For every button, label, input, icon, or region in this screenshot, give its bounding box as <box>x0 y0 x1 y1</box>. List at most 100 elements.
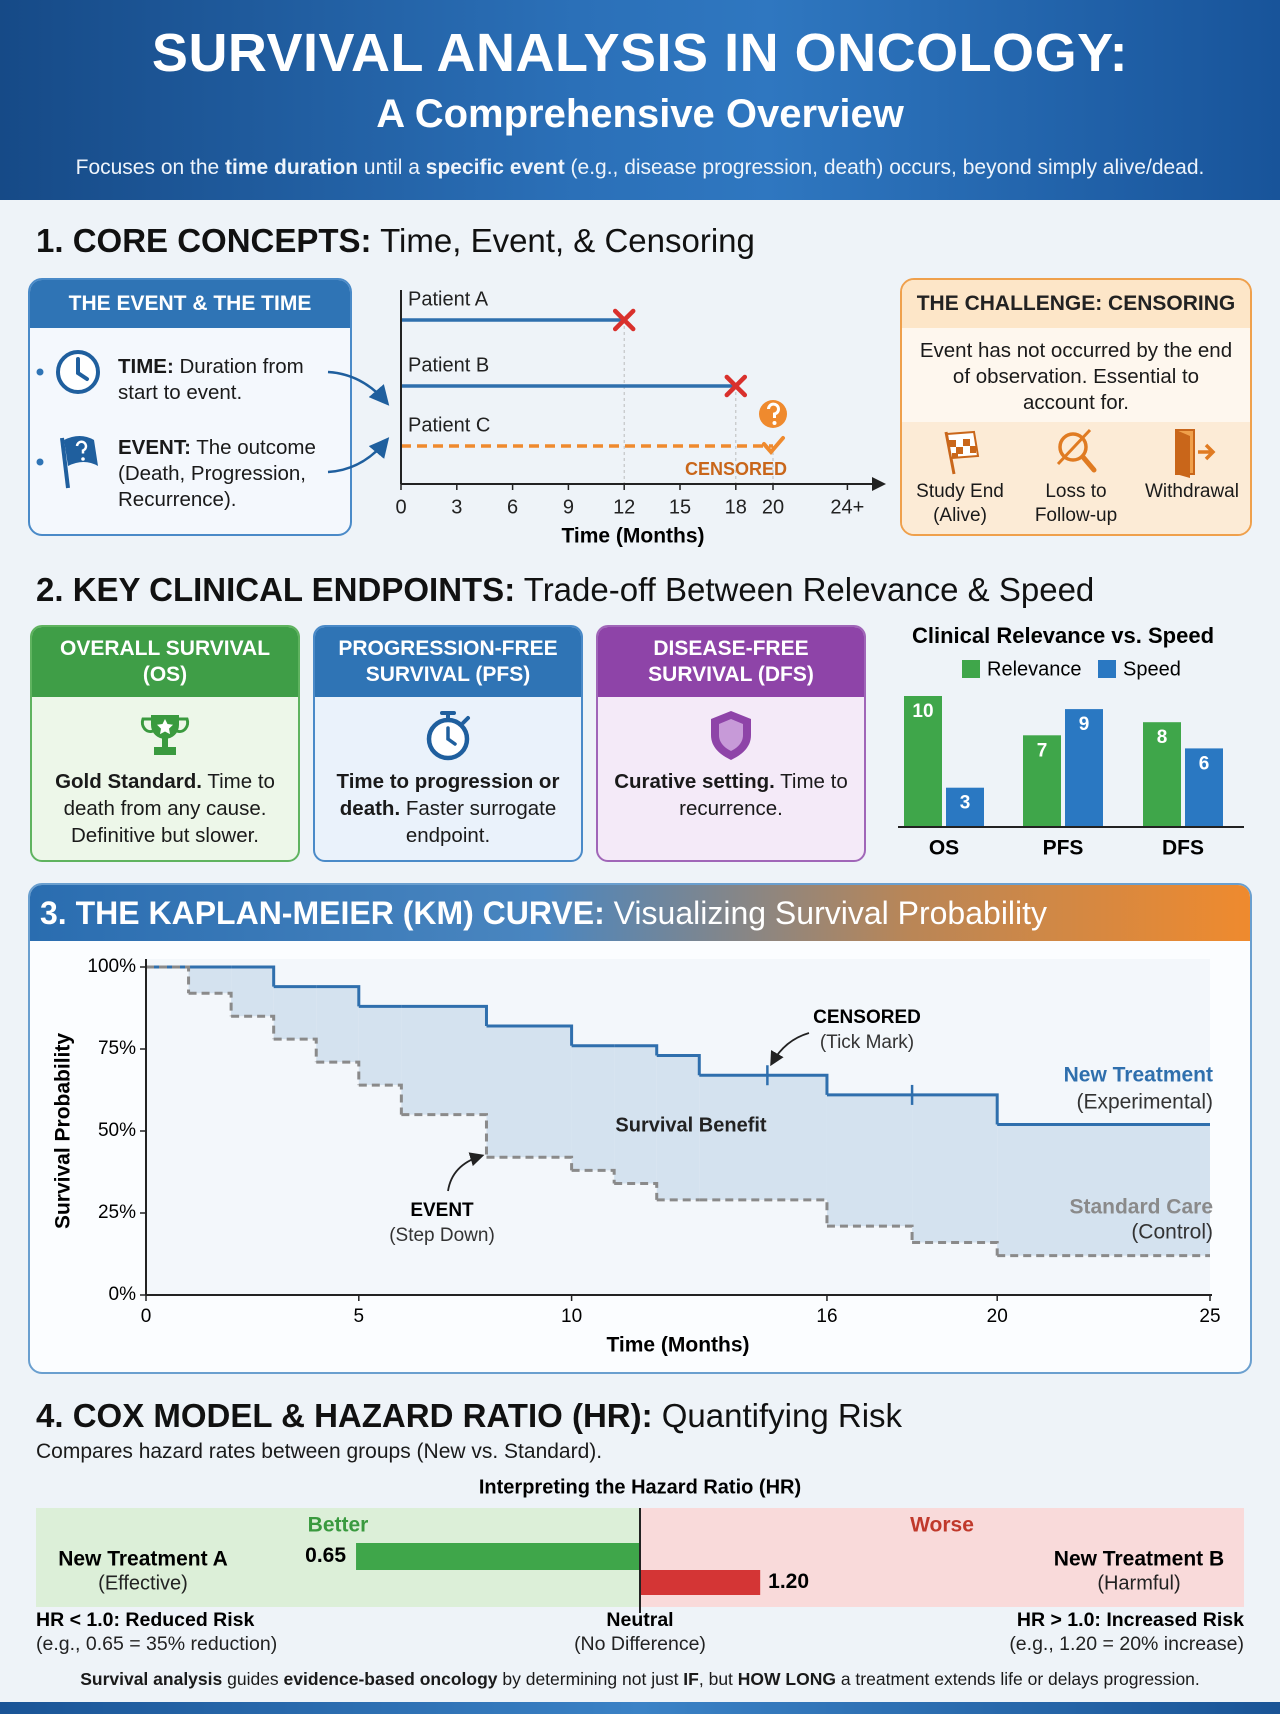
benefit-area <box>401 1006 487 1115</box>
text: Time to recurrence. <box>679 770 848 820</box>
benefit-area <box>358 1006 402 1086</box>
bar-value-label: 3 <box>960 793 971 814</box>
trophy-icon <box>140 715 190 755</box>
note-title: HR > 1.0: Increased Risk <box>1017 1609 1244 1631</box>
bar <box>946 787 984 827</box>
text: a treatment extends life or delays progr… <box>835 1669 1200 1689</box>
box-text: Event has not occurred by the end of obs… <box>919 339 1233 414</box>
km-step <box>401 1113 488 1158</box>
highlight: Time to progression or death. <box>336 770 560 820</box>
hazard-ratio-chart: Interpreting the Hazard Ratio (HR) Better… <box>36 1476 1244 1655</box>
question-dot <box>772 421 777 425</box>
bar-value-label: 9 <box>1079 714 1090 735</box>
section-heading: 4. COX MODEL & HAZARD RATIO (HR): Quanti… <box>36 1397 902 1435</box>
bullet <box>36 458 44 466</box>
legend-swatch <box>962 660 980 678</box>
text: by determining not just <box>497 1669 684 1689</box>
item: EVENT: The outcome (Death, Progression, … <box>118 435 343 513</box>
annotation-title: CENSORED <box>813 1007 921 1028</box>
bar <box>1143 722 1181 827</box>
section-heading: 1. CORE CONCEPTS: Time, Event, & Censori… <box>36 222 755 260</box>
text: time duration <box>225 156 359 179</box>
series-name: New Treatment A <box>58 1548 228 1571</box>
benefit-area <box>699 1075 827 1200</box>
x-tick-label: 9 <box>563 496 574 518</box>
patient-label: Patient B <box>408 354 489 376</box>
hr-value-label: 0.65 <box>305 1544 346 1567</box>
card-title: OVERALL SURVIVAL (OS) <box>32 627 298 697</box>
section-heading: 2. KEY CLINICAL ENDPOINTS: Trade-off Bet… <box>36 571 1094 609</box>
note-text: (No Difference) <box>574 1633 706 1655</box>
y-tick-label: 100% <box>87 956 136 977</box>
reason: Withdrawal <box>1145 481 1239 502</box>
x-tick-label: 15 <box>669 496 691 518</box>
box-title: THE EVENT & THE TIME <box>30 280 350 328</box>
flag <box>64 436 98 466</box>
bar <box>904 696 942 827</box>
km-step <box>486 1024 574 1046</box>
legend-swatch <box>1098 660 1116 678</box>
question-mark <box>75 440 88 454</box>
hr-value-label: 1.20 <box>768 1570 809 1593</box>
text: 1. CORE CONCEPTS: <box>36 222 372 259</box>
highlight: Curative setting. <box>614 770 775 793</box>
km-step <box>231 965 276 987</box>
card-text: Time to progression or death. Faster sur… <box>323 768 573 849</box>
text: Faster surrogate endpoint. <box>400 797 557 847</box>
y-tick-label: 75% <box>98 1038 136 1059</box>
x-tick-label: 18 <box>725 496 747 518</box>
withdrawal-icon <box>1175 429 1216 478</box>
bar <box>1023 735 1061 827</box>
text: 4. COX MODEL & HAZARD RATIO (HR): <box>36 1397 653 1434</box>
header: SURVIVAL ANALYSIS IN ONCOLOGY: A Compreh… <box>0 0 1280 200</box>
km-step <box>316 985 361 1007</box>
km-step <box>146 965 191 994</box>
question-mark <box>767 402 780 418</box>
timeline-chart: Patient A Patient B Patient C CENSORED 0 3 6 9 1… <box>395 288 886 548</box>
km-step <box>316 1060 361 1086</box>
x-axis-label: Time (Months) <box>561 525 704 548</box>
region-label: Better <box>308 1514 369 1537</box>
bullet <box>36 368 44 376</box>
bar-value-label: 6 <box>1199 753 1210 774</box>
x-tick-label: OS <box>929 837 959 860</box>
note-title: Neutral <box>606 1609 673 1631</box>
x-tick-label: 0 <box>141 1306 152 1327</box>
annotation-arrow <box>447 1152 485 1192</box>
benefit-area <box>231 967 274 1017</box>
km-step <box>614 1181 659 1200</box>
hr-bar <box>640 1570 761 1595</box>
km-step <box>912 1241 999 1256</box>
note-text: (e.g., 1.20 = 20% increase) <box>1009 1633 1244 1655</box>
text: evidence-based oncology <box>283 1669 498 1689</box>
km-step <box>273 1037 318 1063</box>
item: TIME: Duration from start to event. <box>118 354 343 406</box>
connector-arrows <box>327 370 390 474</box>
km-step <box>571 1168 616 1184</box>
text: Focuses on the <box>75 156 226 179</box>
bar-chart: Clinical Relevance vs. Speed Relevance 10 7… <box>898 623 1244 860</box>
benefit-area <box>614 1045 657 1184</box>
text: Time to death from any cause. Definitive… <box>63 770 275 847</box>
series-note: (Control) <box>1131 1221 1213 1244</box>
icons <box>36 350 100 489</box>
text: 2. KEY CLINICAL ENDPOINTS: <box>36 571 516 608</box>
x-tick-label: 10 <box>561 1306 582 1327</box>
x-tick-label: 20 <box>762 496 784 518</box>
event-marker <box>612 308 636 332</box>
benefit-area <box>486 1026 572 1158</box>
reason-icons <box>944 428 1216 478</box>
text: HOW LONG <box>737 1669 836 1689</box>
text: until a <box>358 156 426 179</box>
clock-hands <box>76 357 89 381</box>
text: Duration from start to event. <box>118 355 304 404</box>
text: guides <box>222 1669 284 1689</box>
benefit-area <box>912 1094 998 1243</box>
reason: Study End (Alive) <box>916 481 1004 526</box>
legend-label: Speed <box>1123 658 1181 680</box>
x-axis-label: Time (Months) <box>606 1334 749 1357</box>
shield-icon <box>711 711 751 760</box>
text: Trade-off Between Relevance & Speed <box>515 571 1095 608</box>
km-chart: 0% 25% 50% 75% 100% 0 5 10 16 20 25 Time (Months) Su… <box>52 956 1221 1357</box>
